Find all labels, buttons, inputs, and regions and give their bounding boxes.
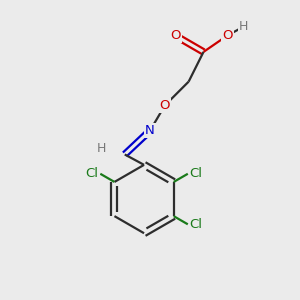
Text: O: O [160,99,170,112]
Text: Cl: Cl [190,218,202,231]
Text: H: H [96,142,106,155]
Text: O: O [222,29,232,42]
Text: O: O [170,29,181,42]
Text: Cl: Cl [85,167,98,180]
Text: N: N [145,124,155,137]
Text: Cl: Cl [190,167,202,180]
Text: H: H [239,20,248,33]
